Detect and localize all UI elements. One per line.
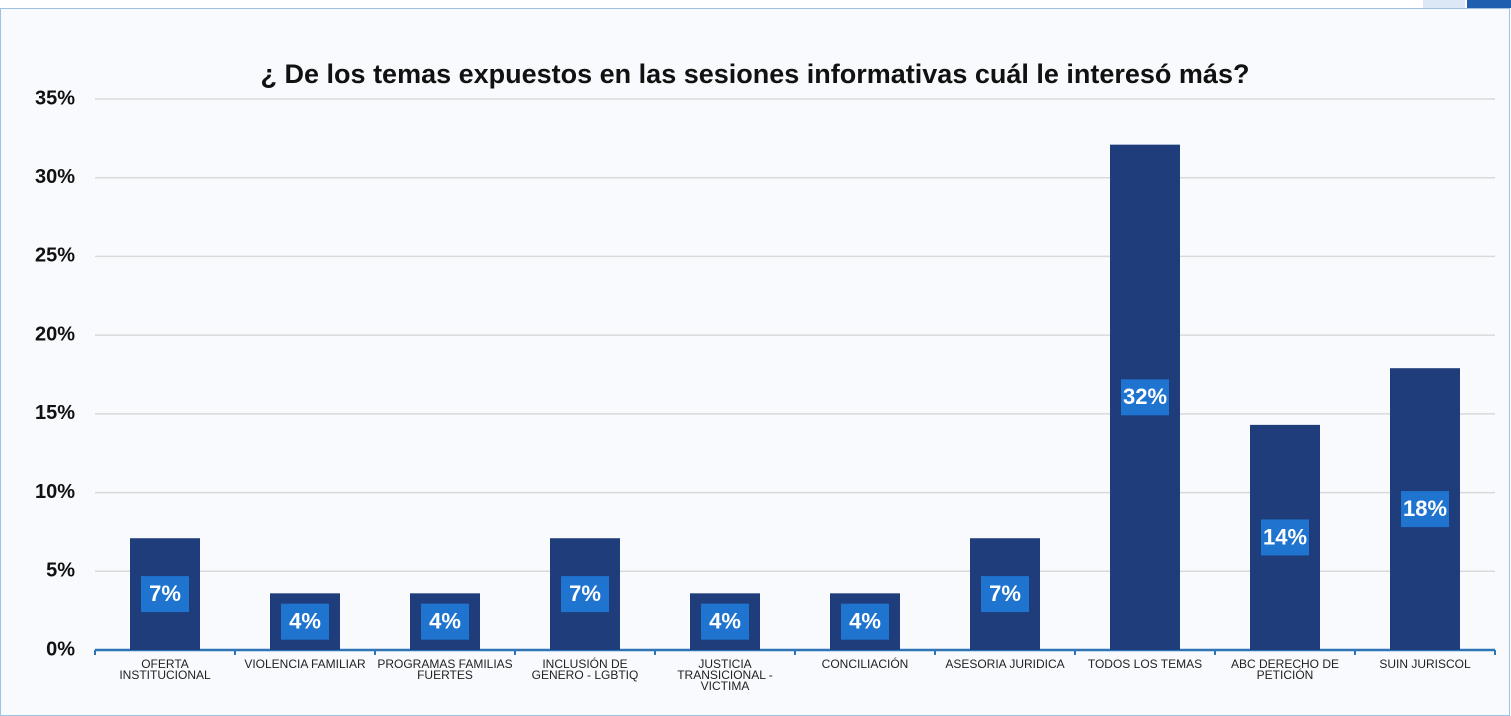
value-label: 14% bbox=[1263, 524, 1307, 549]
x-tick-label: INCLUSIÓN DE GENERO - LGBTIQ bbox=[531, 657, 639, 682]
tab bbox=[1467, 0, 1511, 8]
x-tick-label: ABC DERECHO DE PETICIÓN bbox=[1230, 657, 1340, 682]
value-label-box bbox=[841, 603, 889, 640]
y-tick-label: 25% bbox=[35, 245, 75, 267]
x-tick-label: SUIN JURISCOL bbox=[1379, 657, 1471, 671]
x-tick-label: CONCILIACIÓN bbox=[821, 657, 909, 671]
x-tick-label: OFERTA INSTITUCIONAL bbox=[119, 657, 211, 682]
tab bbox=[1423, 0, 1465, 8]
value-label-box bbox=[981, 576, 1029, 613]
y-tick-label: 5% bbox=[46, 560, 75, 582]
y-tick-label: 30% bbox=[35, 166, 75, 188]
y-tick-label: 0% bbox=[46, 638, 75, 660]
value-label: 7% bbox=[989, 581, 1021, 606]
y-tick-label: 20% bbox=[35, 323, 75, 345]
value-label-box bbox=[701, 603, 749, 640]
value-label: 7% bbox=[569, 581, 601, 606]
value-label-box bbox=[561, 576, 609, 613]
value-label-box bbox=[1121, 379, 1169, 416]
value-label: 7% bbox=[149, 581, 181, 606]
x-tick-label: JUSTICIA TRANSICIONAL - VICTIMA bbox=[677, 657, 773, 693]
chart-title: ¿ De los temas expuestos en las sesiones… bbox=[261, 59, 1250, 89]
value-label-box bbox=[141, 576, 189, 613]
value-label: 4% bbox=[289, 608, 321, 633]
x-tick-label: PROGRAMAS FAMILIAS FUERTES bbox=[377, 657, 513, 682]
value-label: 18% bbox=[1403, 496, 1447, 521]
value-label-box bbox=[281, 603, 329, 640]
value-label: 32% bbox=[1123, 384, 1167, 409]
x-tick-label: TODOS LOS TEMAS bbox=[1087, 657, 1203, 671]
value-label-box bbox=[1401, 491, 1449, 528]
value-label-box bbox=[1261, 519, 1309, 556]
value-label: 4% bbox=[849, 608, 881, 633]
value-label: 4% bbox=[709, 608, 741, 633]
y-tick-label: 15% bbox=[35, 402, 75, 424]
y-tick-label: 10% bbox=[35, 481, 75, 503]
x-tick-label: VIOLENCIA FAMILIAR bbox=[244, 657, 366, 671]
value-label-box bbox=[421, 603, 469, 640]
y-tick-label: 35% bbox=[35, 87, 75, 109]
x-tick-label: ASESORIA JURIDICA bbox=[945, 657, 1065, 671]
value-label: 4% bbox=[429, 608, 461, 633]
